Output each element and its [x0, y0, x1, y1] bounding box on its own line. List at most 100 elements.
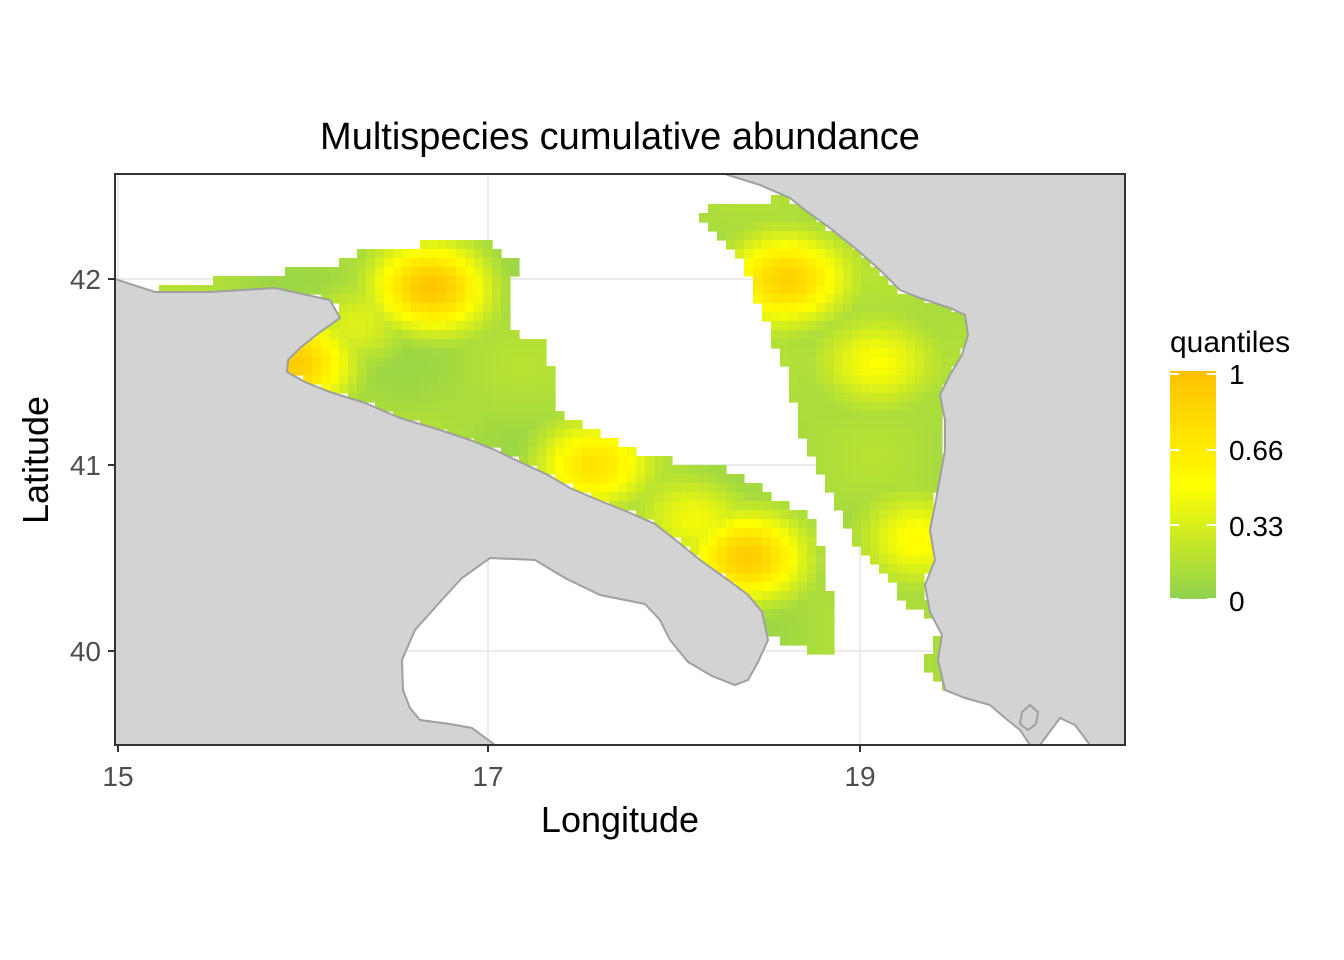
- raster-cell: [771, 555, 781, 565]
- raster-cell: [753, 600, 763, 610]
- raster-cell: [555, 429, 565, 439]
- raster-cell: [474, 285, 484, 295]
- raster-cell: [762, 276, 772, 286]
- raster-cell: [510, 429, 520, 439]
- raster-cell: [321, 330, 331, 340]
- raster-cell: [861, 474, 871, 484]
- raster-cell: [789, 555, 799, 565]
- raster-cell: [726, 555, 736, 565]
- raster-cell: [420, 348, 430, 358]
- raster-cell: [465, 258, 475, 268]
- raster-cell: [906, 546, 916, 556]
- raster-cell: [807, 240, 817, 250]
- raster-cell: [600, 456, 610, 466]
- raster-cell: [663, 474, 673, 484]
- raster-cell: [906, 528, 916, 538]
- raster-cell: [339, 312, 349, 322]
- raster-cell: [789, 591, 799, 601]
- raster-cell: [312, 366, 322, 376]
- raster-cell: [816, 456, 826, 466]
- raster-cell: [501, 267, 511, 277]
- raster-cell: [510, 339, 520, 349]
- raster-cell: [591, 447, 601, 457]
- raster-cell: [708, 474, 718, 484]
- raster-cell: [717, 465, 727, 475]
- raster-cell: [924, 501, 934, 511]
- raster-cell: [537, 465, 547, 475]
- raster-cell: [861, 348, 871, 358]
- raster-cell: [402, 276, 412, 286]
- raster-cell: [564, 447, 574, 457]
- raster-cell: [717, 510, 727, 520]
- raster-cell: [546, 438, 556, 448]
- raster-cell: [807, 213, 817, 223]
- raster-cell: [843, 249, 853, 259]
- raster-cell: [897, 375, 907, 385]
- raster-cell: [357, 321, 367, 331]
- raster-cell: [501, 438, 511, 448]
- raster-cell: [744, 240, 754, 250]
- raster-cell: [627, 447, 637, 457]
- raster-cell: [321, 285, 331, 295]
- raster-cell: [330, 276, 340, 286]
- raster-cell: [807, 447, 817, 457]
- raster-cell: [897, 537, 907, 547]
- raster-cell: [789, 321, 799, 331]
- raster-cell: [420, 366, 430, 376]
- raster-cell: [474, 348, 484, 358]
- raster-cell: [501, 294, 511, 304]
- raster-cell: [528, 339, 538, 349]
- raster-cell: [438, 411, 448, 421]
- raster-cell: [474, 366, 484, 376]
- raster-cell: [636, 483, 646, 493]
- raster-cell: [825, 438, 835, 448]
- raster-cell: [888, 555, 898, 565]
- raster-cell: [879, 429, 889, 439]
- raster-cell: [915, 456, 925, 466]
- raster-cell: [447, 303, 457, 313]
- raster-cell: [771, 573, 781, 583]
- raster-cell: [348, 384, 358, 394]
- raster-cell: [915, 429, 925, 439]
- raster-cell: [474, 357, 484, 367]
- raster-cell: [879, 519, 889, 529]
- raster-cell: [906, 303, 916, 313]
- raster-cell: [708, 510, 718, 520]
- raster-cell: [771, 222, 781, 232]
- raster-cell: [708, 465, 718, 475]
- raster-cell: [807, 375, 817, 385]
- legend-ticks: [1170, 373, 1216, 600]
- raster-cell: [852, 384, 862, 394]
- raster-cell: [528, 456, 538, 466]
- raster-cell: [375, 375, 385, 385]
- raster-cell: [915, 465, 925, 475]
- raster-cell: [897, 438, 907, 448]
- raster-cell: [393, 357, 403, 367]
- raster-cell: [780, 519, 790, 529]
- raster-cell: [753, 591, 763, 601]
- raster-cell: [789, 366, 799, 376]
- raster-cell: [609, 456, 619, 466]
- raster-cell: [762, 303, 772, 313]
- raster-cell: [816, 627, 826, 637]
- raster-cell: [816, 411, 826, 421]
- raster-cell: [330, 375, 340, 385]
- raster-cell: [564, 474, 574, 484]
- raster-cell: [780, 249, 790, 259]
- raster-cell: [699, 519, 709, 529]
- raster-cell: [798, 402, 808, 412]
- raster-cell: [780, 339, 790, 349]
- raster-cell: [168, 285, 178, 295]
- raster-cell: [321, 348, 331, 358]
- raster-cell: [384, 321, 394, 331]
- raster-cell: [501, 339, 511, 349]
- raster-cell: [897, 465, 907, 475]
- raster-cell: [546, 384, 556, 394]
- raster-cell: [906, 429, 916, 439]
- raster-cell: [780, 600, 790, 610]
- raster-cell: [816, 591, 826, 601]
- raster-cell: [915, 402, 925, 412]
- raster-cell: [456, 267, 466, 277]
- raster-cell: [825, 348, 835, 358]
- raster-cell: [807, 555, 817, 565]
